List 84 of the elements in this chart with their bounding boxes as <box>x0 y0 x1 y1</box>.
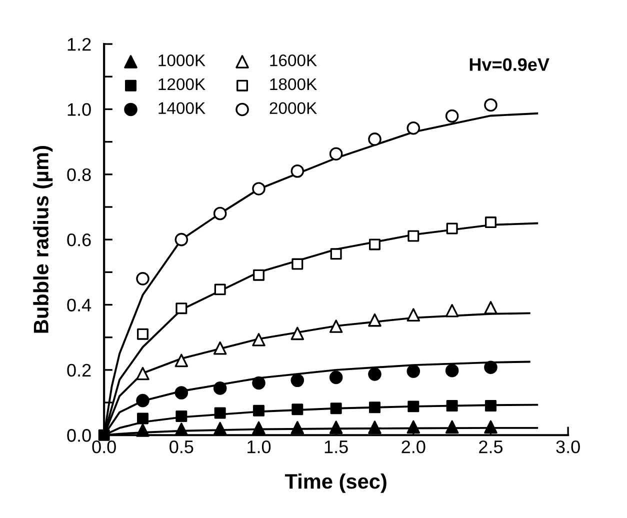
point <box>252 421 266 435</box>
x-tick-label: 2.5 <box>479 440 503 454</box>
point <box>406 308 420 322</box>
point <box>446 222 458 234</box>
legend-label: 1400K <box>158 102 206 114</box>
point <box>252 269 264 281</box>
point <box>213 382 227 395</box>
point <box>214 407 226 419</box>
legend-label: 2000K <box>270 102 317 114</box>
y-axis-title: Bubble radius (µm) <box>33 146 53 333</box>
x-tick-label: 0.5 <box>170 440 194 454</box>
point <box>252 404 264 416</box>
legend-label: 1800K <box>270 78 317 90</box>
point <box>98 429 110 441</box>
point <box>446 400 458 412</box>
y-tick-label: 1.0 <box>68 103 91 116</box>
point <box>137 412 148 424</box>
point <box>329 420 343 434</box>
point <box>484 400 496 412</box>
point <box>252 182 266 196</box>
legend-label: 1000K <box>158 54 206 66</box>
x-tick-label: 1.0 <box>248 440 271 454</box>
point <box>408 230 420 242</box>
point <box>484 420 498 434</box>
point <box>330 248 342 260</box>
point <box>330 402 342 414</box>
y-tick-label: 0.8 <box>67 168 91 182</box>
point <box>484 216 496 228</box>
point <box>368 420 382 434</box>
point <box>292 258 304 270</box>
point <box>174 422 188 436</box>
point <box>290 326 304 340</box>
y-tick-label: 0.4 <box>67 298 92 312</box>
point <box>174 232 188 246</box>
y-tick-label: 1.2 <box>68 38 91 51</box>
point <box>406 121 420 135</box>
point <box>368 402 380 414</box>
point <box>176 410 188 422</box>
point <box>484 301 498 314</box>
point <box>213 206 227 220</box>
legend-label: 1200K <box>158 78 206 90</box>
point <box>445 364 459 378</box>
point <box>368 132 382 146</box>
point <box>252 376 266 390</box>
point <box>290 374 304 388</box>
annotation: Hv=0.9eV <box>470 58 550 71</box>
point <box>174 354 188 368</box>
x-tick-label: 3.0 <box>556 440 580 454</box>
point <box>406 420 420 434</box>
y-tick-label: 0.6 <box>67 234 91 246</box>
y-tick-label: 0.2 <box>67 364 91 377</box>
point <box>136 424 150 437</box>
point <box>408 400 420 412</box>
legend-label: 1600K <box>270 54 317 66</box>
x-tick-label: 2.0 <box>402 440 426 454</box>
point <box>137 328 148 340</box>
x-axis-title: Time (sec) <box>284 473 386 493</box>
point <box>484 360 498 374</box>
y-tick-label: 0.0 <box>67 429 91 442</box>
point <box>213 422 227 436</box>
point <box>329 320 343 333</box>
point <box>445 304 459 318</box>
point <box>406 364 420 378</box>
point <box>368 238 380 250</box>
x-tick-label: 1.5 <box>324 440 348 454</box>
point <box>252 332 266 346</box>
point <box>290 164 304 178</box>
point <box>484 98 498 112</box>
point <box>292 404 304 416</box>
point <box>213 341 227 355</box>
point <box>136 394 150 408</box>
x-tick-label: 0.0 <box>92 440 116 454</box>
point <box>136 366 150 380</box>
point <box>174 386 188 400</box>
point <box>445 420 459 434</box>
point <box>136 272 150 286</box>
point <box>290 420 304 434</box>
point <box>368 368 382 381</box>
point <box>368 313 382 327</box>
point <box>329 370 343 384</box>
point <box>329 147 343 161</box>
point <box>176 302 188 314</box>
point <box>214 284 226 296</box>
point <box>445 109 459 123</box>
